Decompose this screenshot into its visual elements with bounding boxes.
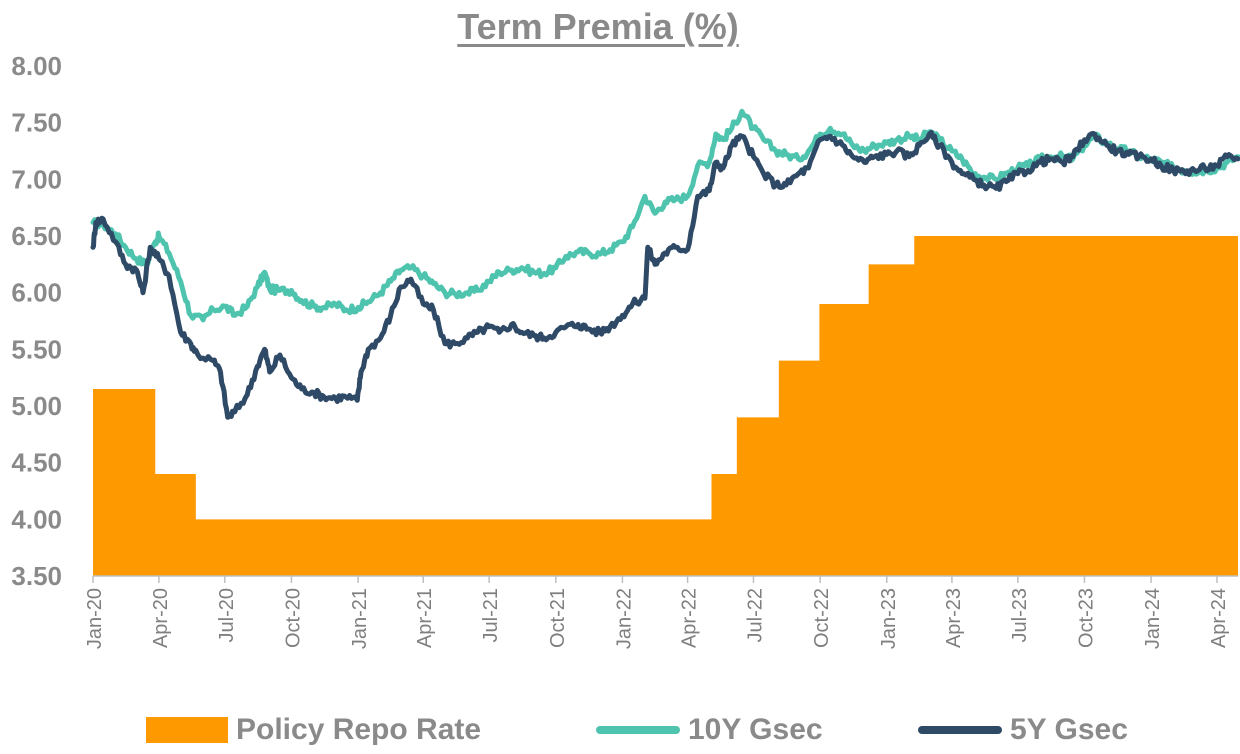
legend-item-policy-repo-rate: Policy Repo Rate [146,708,481,752]
series-5y-gsec-line [90,129,1240,420]
x-tick-label: Jan-21 [349,588,371,649]
x-tick-label: Apr-24 [1208,588,1230,648]
x-tick-label: Jan-20 [84,588,106,649]
x-tick-label: Jan-23 [878,588,900,649]
y-tick-label: 3.50 [11,561,62,591]
x-tick-label: Jul-23 [1009,588,1031,642]
series-policy-repo-rate-area [93,236,1238,576]
y-tick-label: 6.00 [11,278,62,308]
legend-item-10y-gsec: 10Y Gsec [596,708,823,752]
x-tick-label: Oct-22 [811,588,833,648]
chart-title: Term Premia (%) [457,6,739,47]
legend-swatch-5y-gsec [918,726,1002,734]
legend-swatch-10y-gsec [596,726,680,734]
chart-plot-area: 3.50 4.00 4.50 5.00 5.50 6.00 6.50 7.00 7.50 8.00… [11,51,1240,649]
y-tick-label: 5.00 [11,391,62,421]
y-tick-label: 5.50 [11,334,62,364]
x-tick-label: Oct-20 [282,588,304,648]
legend-item-5y-gsec: 5Y Gsec [918,708,1128,752]
x-tick-label: Jul-20 [216,588,238,642]
x-tick-label: Oct-23 [1075,588,1097,648]
legend-label-10y-gsec: 10Y Gsec [688,713,823,746]
legend-label-5y-gsec: 5Y Gsec [1010,713,1128,746]
series-10y-gsec-line [90,108,1240,323]
x-tick-label: Apr-22 [679,588,701,648]
chart-legend: Policy Repo Rate 10Y Gsec 5Y Gsec [0,708,1240,752]
x-tick-label: Jul-21 [480,588,502,642]
x-tick-label: Jan-22 [613,588,635,649]
y-tick-label: 8.00 [11,51,62,81]
legend-swatch-policy-repo-rate [146,717,228,743]
y-tick-label: 7.00 [11,164,62,194]
y-tick-label: 6.50 [11,221,62,251]
y-tick-label: 7.50 [11,108,62,138]
y-tick-label: 4.00 [11,504,62,534]
x-tick-label: Apr-21 [414,588,436,648]
legend-label-policy-repo-rate: Policy Repo Rate [236,713,482,746]
x-tick-label: Apr-23 [943,588,965,648]
x-tick-label: Jul-22 [744,588,766,642]
x-tick-label: Apr-20 [150,588,172,648]
x-tick-label: Jan-24 [1142,588,1164,649]
y-tick-label: 4.50 [11,448,62,478]
x-tick-label: Oct-21 [547,588,569,648]
